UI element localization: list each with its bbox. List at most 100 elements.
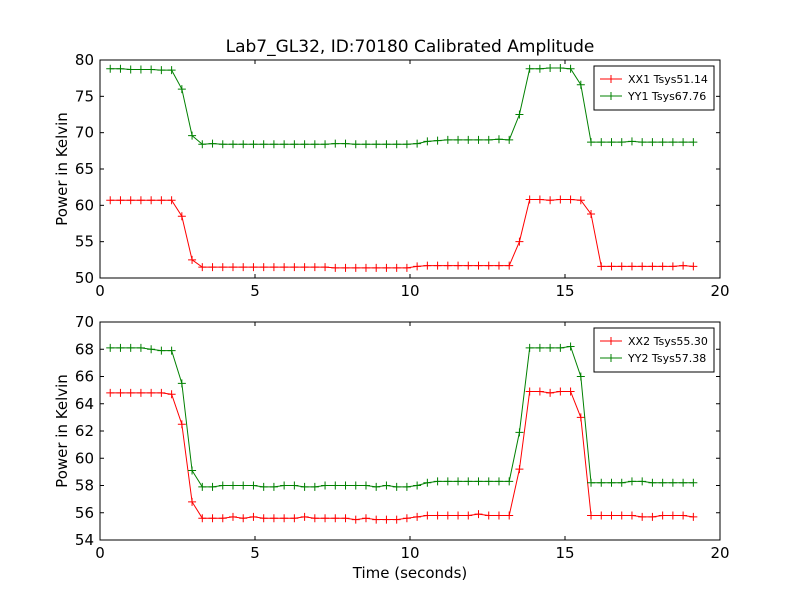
top-series-1-point bbox=[638, 262, 647, 271]
top-legend-label-2: YY1 Tsys67.76 bbox=[627, 90, 706, 103]
top-series-2-point bbox=[627, 137, 636, 146]
bottom-series-1-point bbox=[136, 388, 145, 397]
top-y-axis-label: Power in Kelvin bbox=[53, 112, 71, 226]
top-series-1-point bbox=[208, 263, 217, 272]
top-series-2-point bbox=[239, 140, 248, 149]
bottom-series-1-point bbox=[372, 515, 381, 524]
top-series-2-point bbox=[494, 135, 503, 144]
bottom-series-1-point bbox=[361, 514, 370, 523]
bottom-series-1-point bbox=[218, 514, 227, 523]
bottom-x-axis-label: Time (seconds) bbox=[352, 564, 468, 582]
bottom-series-2-point bbox=[617, 478, 626, 487]
top-y-tick-label: 80 bbox=[75, 51, 94, 69]
bottom-series-1-point bbox=[188, 497, 197, 506]
top-series-2-point bbox=[249, 140, 258, 149]
bottom-series-2-point bbox=[188, 466, 197, 475]
top-series-2-point bbox=[280, 140, 289, 149]
bottom-y-tick-label: 62 bbox=[75, 422, 94, 440]
top-series-1-point bbox=[413, 262, 422, 271]
bottom-series-1-point bbox=[607, 511, 616, 520]
top-series-1-point bbox=[535, 195, 544, 204]
top-series-1-point bbox=[627, 262, 636, 271]
top-series-line-2 bbox=[110, 67, 694, 145]
bottom-series-1-point bbox=[689, 512, 698, 521]
top-series-2-point bbox=[689, 138, 698, 147]
top-series-2-point bbox=[208, 139, 217, 148]
bottom-series-1-point bbox=[382, 515, 391, 524]
bottom-series-1-point bbox=[290, 514, 299, 523]
top-y-tick-label: 70 bbox=[75, 124, 94, 142]
bottom-series-1-point bbox=[587, 511, 596, 520]
bottom-series-2-point bbox=[167, 346, 176, 355]
top-series-2-point bbox=[136, 65, 145, 74]
bottom-series-2-point bbox=[433, 477, 442, 486]
bottom-series-1-point bbox=[259, 514, 268, 523]
bottom-y-tick-label: 54 bbox=[75, 531, 94, 549]
bottom-series-1-point bbox=[576, 413, 585, 422]
bottom-x-tick-label: 0 bbox=[95, 544, 105, 562]
bottom-series-1-point bbox=[474, 510, 483, 519]
bottom-series-2-point bbox=[290, 481, 299, 490]
top-series-2-point bbox=[679, 138, 688, 147]
bottom-series-2-point bbox=[607, 478, 616, 487]
bottom-series-2-point bbox=[157, 346, 166, 355]
top-series-1-point bbox=[269, 263, 278, 272]
bottom-series-2-point bbox=[566, 342, 575, 351]
bottom-x-tick-label: 5 bbox=[250, 544, 260, 562]
bottom-series-2-point bbox=[587, 478, 596, 487]
top-series-1-point bbox=[454, 261, 463, 270]
top-legend-marker-1 bbox=[607, 75, 615, 83]
bottom-series-1-point bbox=[566, 387, 575, 396]
top-series-2-point bbox=[402, 140, 411, 149]
bottom-series-2-point bbox=[310, 482, 319, 491]
top-series-1-point bbox=[310, 263, 319, 272]
top-series-2-point bbox=[188, 131, 197, 140]
bottom-series-2-point bbox=[535, 343, 544, 352]
bottom-series-1-point bbox=[341, 514, 350, 523]
bottom-y-tick-label: 56 bbox=[75, 504, 94, 522]
top-series-2-point bbox=[576, 80, 585, 89]
top-series-1-point bbox=[433, 261, 442, 270]
bottom-series-1-point bbox=[249, 512, 258, 521]
top-series-1-point bbox=[474, 261, 483, 270]
top-series-1-point bbox=[679, 261, 688, 270]
top-series-2-point bbox=[157, 66, 166, 75]
bottom-series-2-point bbox=[116, 343, 125, 352]
bottom-series-1-point bbox=[494, 511, 503, 520]
top-x-tick-label: 0 bbox=[95, 282, 105, 300]
bottom-series-1-point bbox=[177, 420, 186, 429]
bottom-series-1-point bbox=[198, 514, 207, 523]
bottom-series-line-2 bbox=[110, 345, 694, 488]
top-series-2-point bbox=[638, 138, 647, 147]
top-series-2-point bbox=[372, 140, 381, 149]
top-series-1-point bbox=[106, 196, 115, 205]
bottom-y-tick-label: 60 bbox=[75, 449, 94, 467]
bottom-y-tick-label: 58 bbox=[75, 477, 94, 495]
bottom-series-1-point bbox=[648, 512, 657, 521]
top-series-line-1 bbox=[110, 199, 694, 269]
bottom-series-2-point bbox=[546, 343, 555, 352]
top-y-tick-label: 65 bbox=[75, 160, 94, 178]
top-series-1-point bbox=[372, 263, 381, 272]
bottom-series-2-point bbox=[228, 481, 237, 490]
bottom-series-2-point bbox=[689, 478, 698, 487]
bottom-legend-label-1: XX2 Tsys55.30 bbox=[628, 335, 708, 348]
bottom-series-2-point bbox=[341, 481, 350, 490]
bottom-legend bbox=[593, 327, 715, 373]
bottom-series-2-point bbox=[638, 477, 647, 486]
bottom-series-2-point bbox=[464, 477, 473, 486]
top-series-2-point bbox=[474, 135, 483, 144]
top-series-2-point bbox=[321, 140, 330, 149]
bottom-series-2-point bbox=[331, 481, 340, 490]
top-series-2-point bbox=[351, 140, 360, 149]
top-x-tick-label: 15 bbox=[555, 282, 574, 300]
top-series-2-point bbox=[515, 110, 524, 119]
bottom-series-1-point bbox=[321, 514, 330, 523]
bottom-series-2-point bbox=[423, 478, 432, 487]
bottom-series-1-point bbox=[556, 387, 565, 396]
top-series-1-point bbox=[157, 196, 166, 205]
top-series-2-point bbox=[218, 140, 227, 149]
bottom-series-2-point bbox=[218, 481, 227, 490]
top-series-1-point bbox=[228, 263, 237, 272]
top-series-2-point bbox=[535, 64, 544, 73]
